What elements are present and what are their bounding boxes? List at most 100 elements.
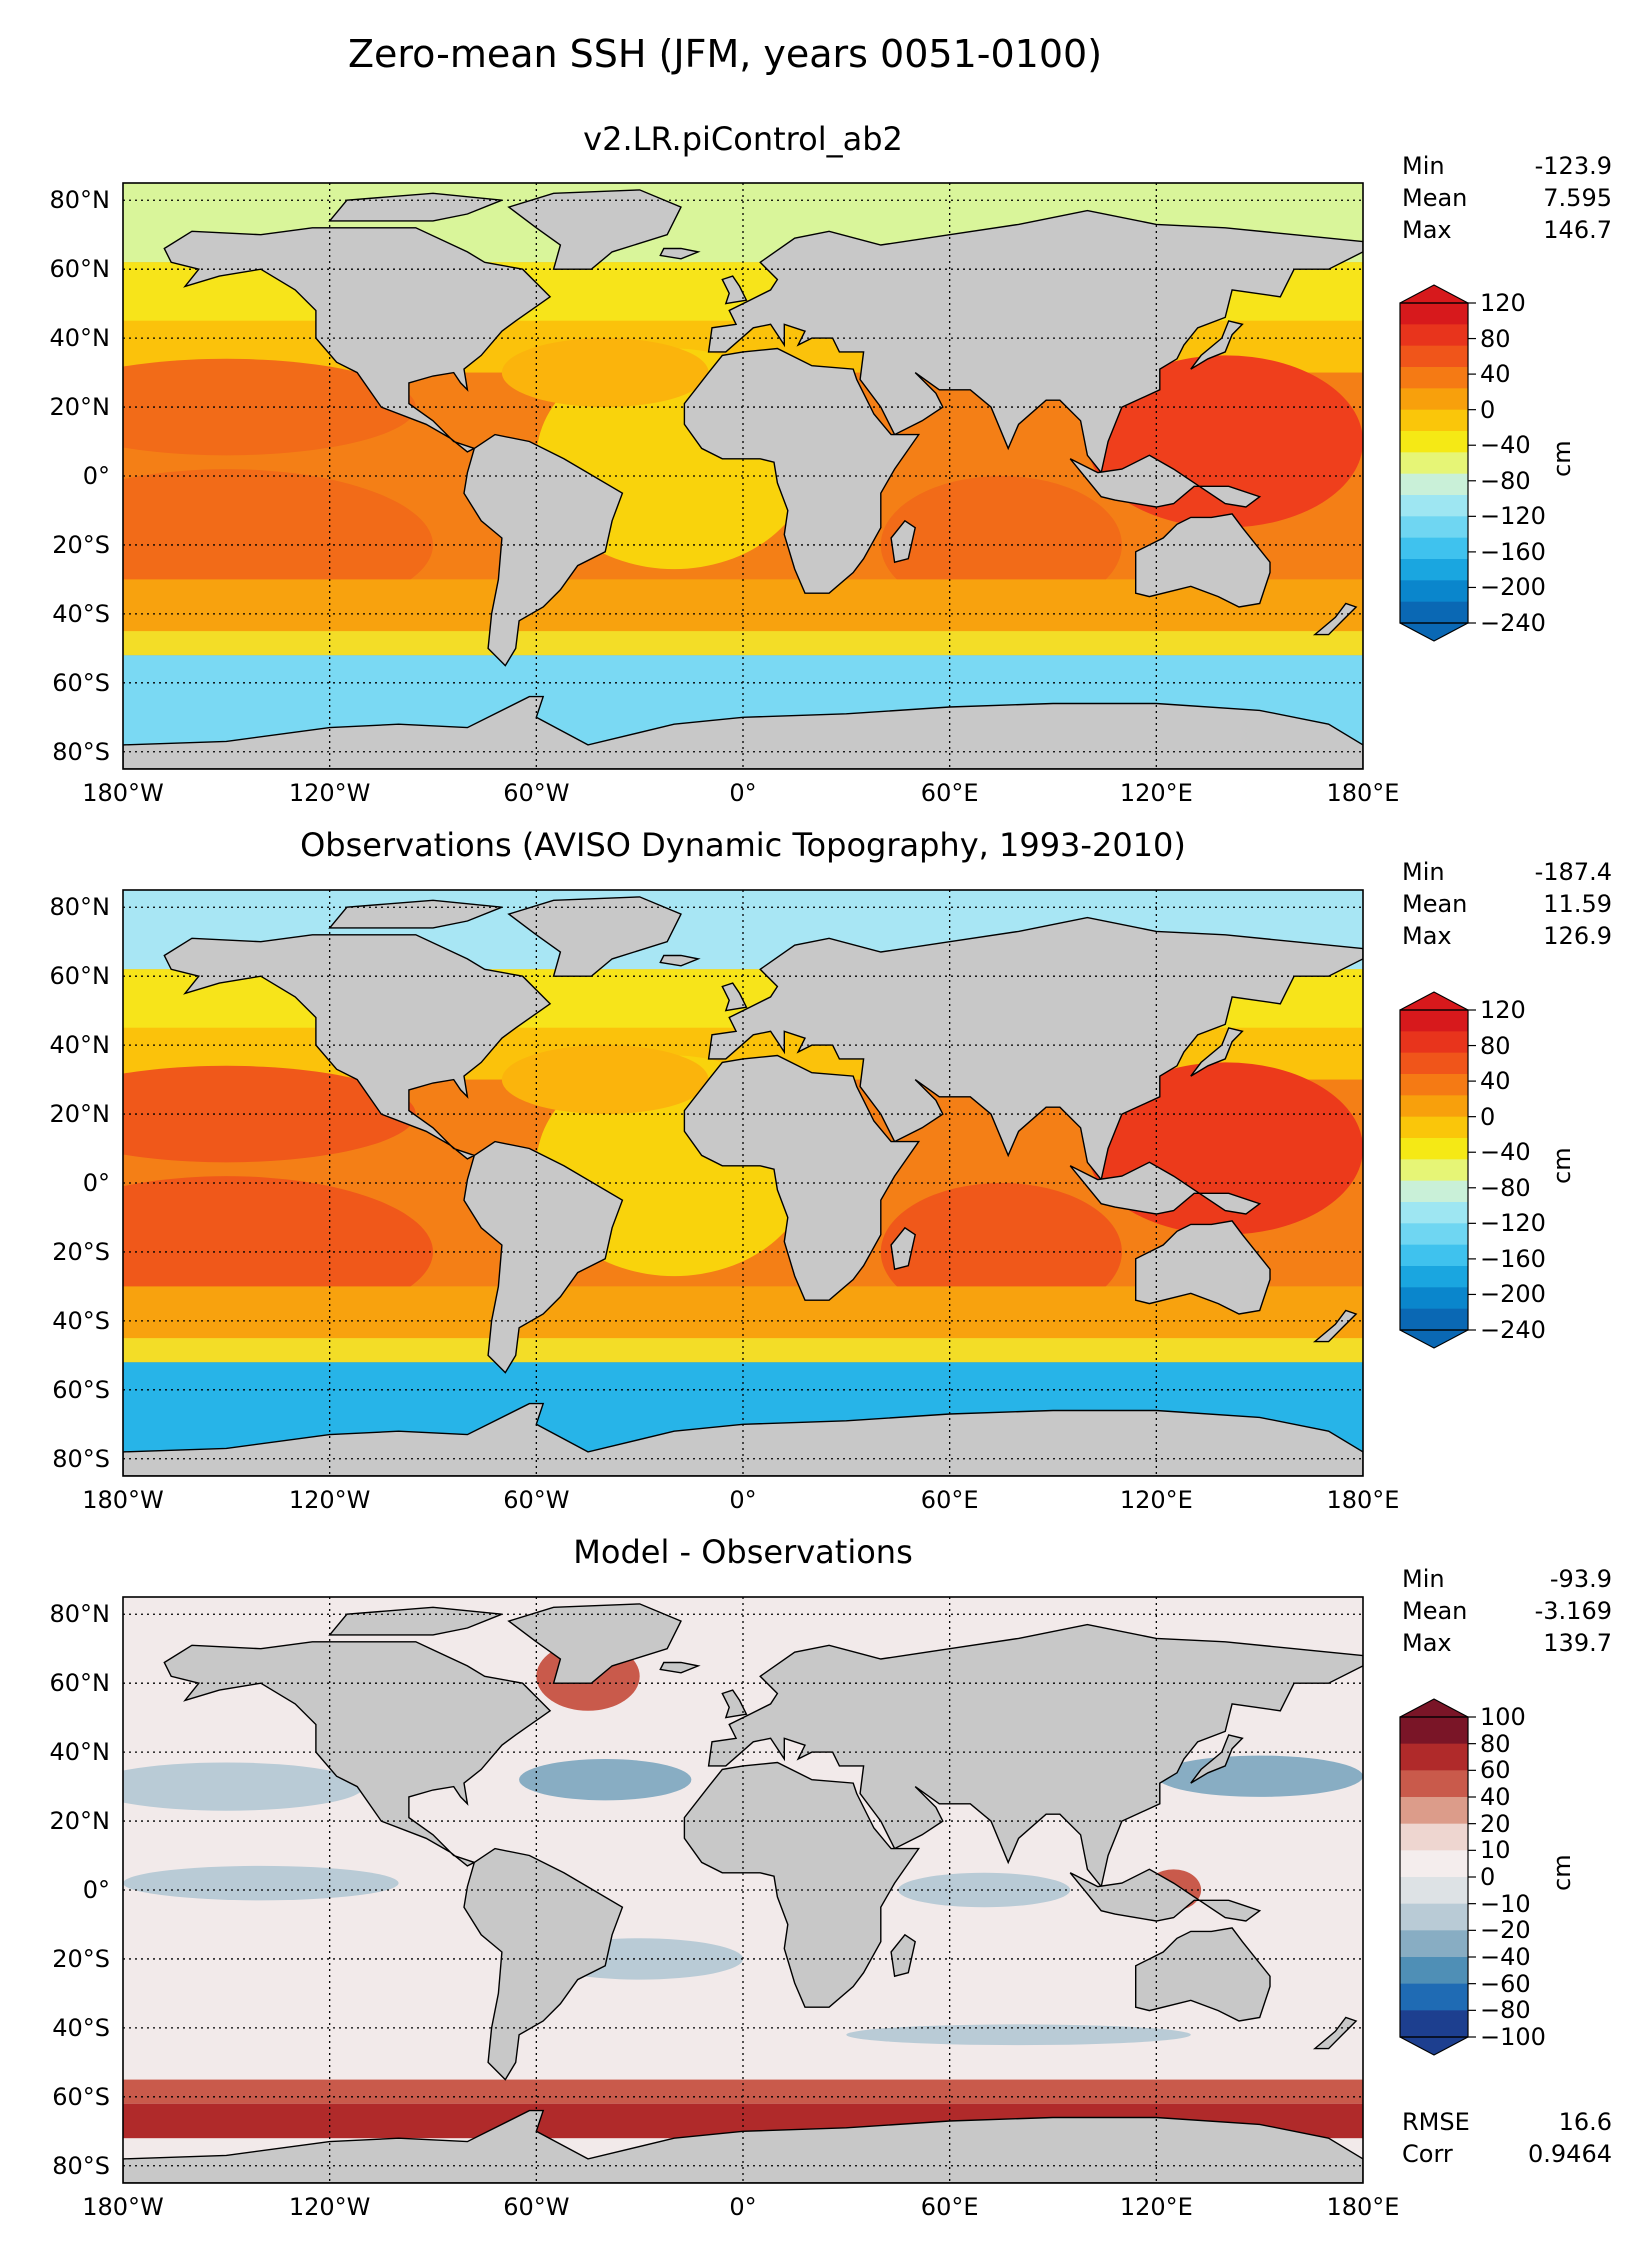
land-iceland [659,1661,701,1674]
lat-tick-label: 0° [82,1876,110,1904]
ssh-map [122,182,1364,770]
colorbar-segment [1400,1717,1468,1745]
lon-tick-label: 120°E [1119,779,1193,807]
stat-mean: Mean -3.169 [1402,1597,1612,1627]
stat-max: Max 126.9 [1402,922,1612,952]
land-greenland [507,189,682,270]
colorbar-segment [1400,1138,1468,1160]
north-pacific-gyre [123,1065,416,1163]
land-japan [1190,320,1244,370]
land-britain [721,1689,748,1719]
lat-tick-label: 80°N [49,893,111,922]
land-indonesia [1069,454,1262,508]
colorbar-segment [1400,2010,1468,2038]
lat-tick-label: 40°N [49,1738,111,1767]
lat-tick-label: 60°S [52,1375,110,1404]
colorbar-segment [1400,1287,1468,1310]
land-new-zealand [1312,2016,1358,2050]
lat-tick-label: 80°S [52,1444,110,1473]
colorbar-segment [1400,367,1468,389]
colorbar-segment [1400,1930,1468,1958]
stat-label: Mean [1402,1597,1468,1625]
colorbar-tick-label: −40 [1480,1138,1531,1167]
stat-value: 0.9464 [1528,2140,1612,2168]
colorbar-segment [1400,1074,1468,1096]
colorbar-unit-label: cm [1548,1147,1576,1184]
colorbar-tick-label: 120 [1480,996,1526,1024]
colorbar-segment [1400,1903,1468,1931]
lat-tick-label: 80°S [52,737,110,766]
lon-tick-label: 180°E [1326,2193,1400,2221]
colorbar-segment [1400,1770,1468,1798]
colorbar-tick-label: 80 [1480,324,1511,353]
lat-tick-label: 20°N [49,1807,111,1836]
lon-tick-label: 180°E [1326,779,1400,807]
colorbar-extend-max [1399,1698,1469,1718]
land-greenland [507,1603,682,1684]
lon-tick-label: 120°W [288,2193,371,2221]
colorbar-tick-label: 10 [1480,1836,1511,1865]
colorbar-segment [1400,1031,1468,1054]
land-africa [683,347,921,594]
colorbar-tick-label: −60 [1480,1969,1531,1998]
stat-corr: Corr 0.9464 [1402,2140,1612,2170]
colorbar-segment [1400,1743,1468,1771]
lat-tick-label: 60°N [49,255,111,284]
colorbar-tick-label: −240 [1480,1316,1546,1344]
ssh-map [122,1596,1364,2184]
atlantic-gyre [501,1045,709,1115]
lon-tick-label: 180°W [82,1486,164,1514]
lat-tick-label: 80°N [49,1600,111,1629]
stat-value: 11.59 [1543,890,1612,918]
stat-mean: Mean 7.595 [1402,184,1612,214]
colorbar [1399,1698,1476,2056]
land-greenland [507,896,682,977]
colorbar [1399,284,1476,642]
colorbar-tick-label: −80 [1480,466,1531,495]
lon-tick-label: 60°W [503,2193,570,2221]
map-frame [122,1596,1364,2184]
stat-max: Max 146.7 [1402,216,1612,246]
lon-tick-label: 120°W [288,779,371,807]
stat-label: Max [1402,1629,1452,1657]
negative-anomaly [846,2024,1191,2046]
colorbar-segment [1400,601,1468,624]
colorbar-segment [1400,1010,1468,1032]
lat-tick-label: 60°S [52,668,110,697]
colorbar-segment [1400,1823,1468,1851]
colorbar-extend-min [1399,2036,1469,2056]
lon-tick-label: 60°E [920,2193,979,2221]
colorbar-tick-label: −200 [1480,573,1546,602]
land-south-america [463,1140,624,1374]
land-new-zealand [1312,602,1358,636]
colorbar-segment [1400,1266,1468,1288]
colorbar-tick-label: 40 [1480,1067,1511,1096]
negative-anomaly [519,1759,692,1801]
lon-tick-label: 60°E [920,1486,979,1514]
colorbar-extend-max [1399,991,1469,1011]
stat-value: -93.9 [1549,1565,1612,1593]
negative-anomaly [123,1762,365,1811]
stat-label: Max [1402,216,1452,244]
lon-tick-label: 180°W [82,2193,164,2221]
atlantic-gyre [501,338,709,408]
colorbar-tick-label: 80 [1480,1729,1511,1758]
stat-value: 146.7 [1543,216,1612,244]
land-africa [683,1761,921,2008]
land-indonesia [1069,1868,1262,1922]
stat-rmse: RMSE 16.6 [1402,2108,1612,2138]
lon-tick-label: 180°W [82,779,164,807]
stat-value: 139.7 [1543,1629,1612,1657]
stat-value: 126.9 [1543,922,1612,950]
colorbar-tick-label: −200 [1480,1280,1546,1309]
colorbar-tick-label: 60 [1480,1756,1511,1785]
colorbar [1399,991,1476,1349]
colorbar-tick-label: −120 [1480,1209,1546,1238]
colorbar-segment [1400,495,1468,517]
colorbar-frame [1399,1009,1469,1331]
colorbar-tick-label: −10 [1480,1889,1531,1918]
colorbar-tick-label: 0 [1480,395,1496,424]
stat-label: Max [1402,922,1452,950]
panel-title: Model - Observations [573,1533,913,1571]
lat-tick-label: 40°S [52,2013,110,2042]
